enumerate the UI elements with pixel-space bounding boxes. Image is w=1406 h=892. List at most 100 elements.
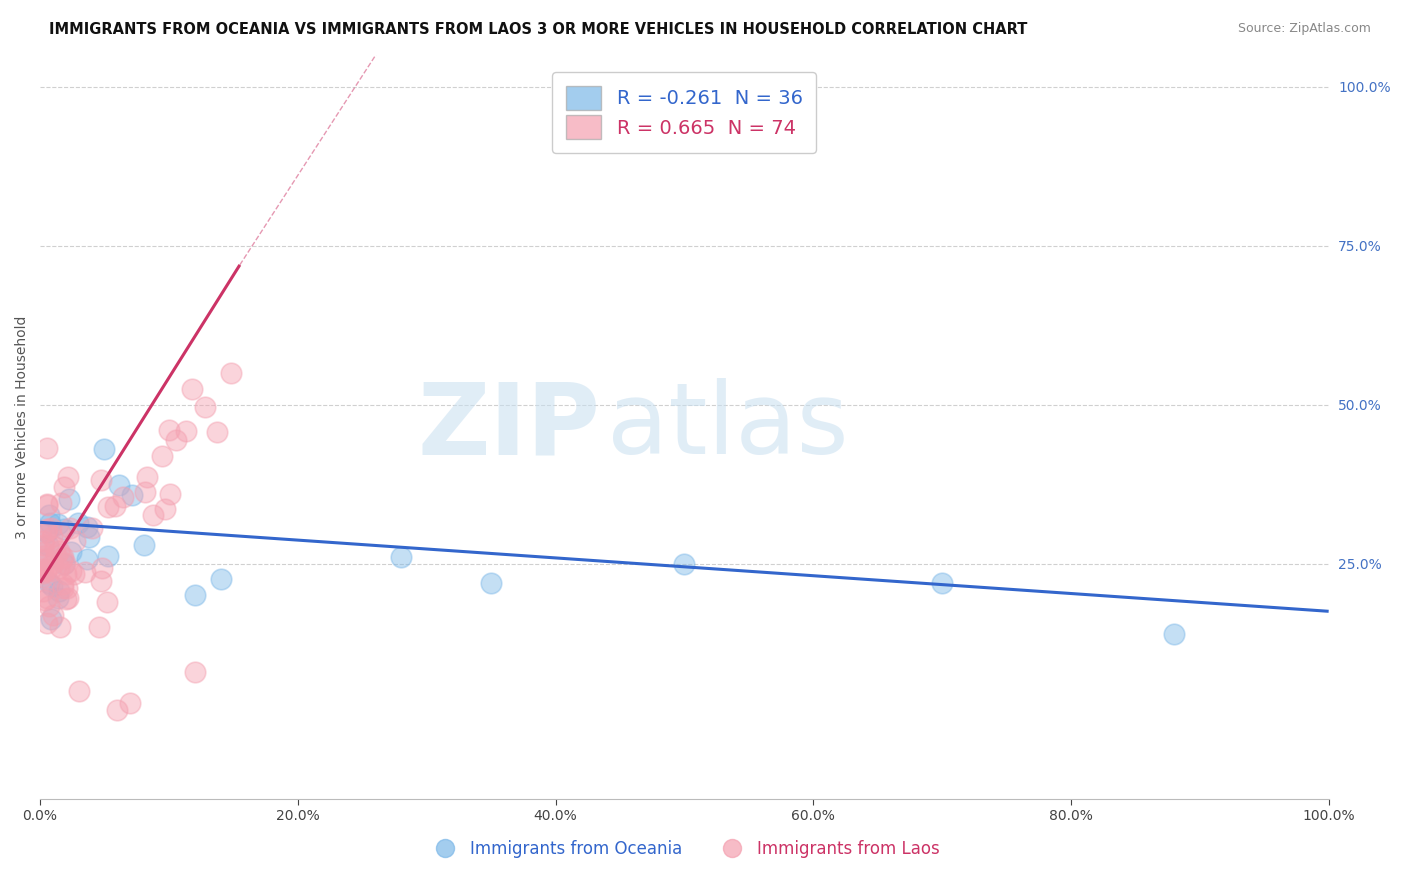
Point: [32, 538, 55, 552]
Point: [41, 530, 63, 544]
Point: [184, 588, 207, 602]
Point: [77, 530, 100, 544]
Point: [673, 557, 696, 571]
Text: atlas: atlas: [607, 378, 849, 475]
Point: [209, 572, 232, 586]
Text: IMMIGRANTS FROM OCEANIA VS IMMIGRANTS FROM LAOS 3 OR MORE VEHICLES IN HOUSEHOLD : IMMIGRANTS FROM OCEANIA VS IMMIGRANTS FR…: [49, 22, 1028, 37]
Point: [58, 591, 80, 606]
Point: [37, 538, 59, 552]
Point: [41, 579, 63, 593]
Point: [53, 480, 76, 494]
Point: [35, 524, 58, 539]
Point: [41, 557, 63, 571]
Point: [67, 683, 90, 698]
Point: [35, 563, 58, 577]
Point: [76, 520, 98, 534]
Point: [97, 500, 120, 514]
Point: [207, 425, 229, 440]
Point: [1163, 626, 1185, 640]
Point: [90, 473, 112, 487]
Point: [51, 551, 73, 566]
Point: [112, 490, 135, 504]
Point: [31, 552, 53, 566]
Point: [42, 608, 65, 623]
Point: [80, 521, 103, 535]
Point: [132, 538, 155, 552]
Legend: Immigrants from Oceania, Immigrants from Laos: Immigrants from Oceania, Immigrants from…: [422, 833, 946, 865]
Point: [45, 548, 67, 562]
Point: [63, 533, 86, 548]
Point: [46, 517, 69, 532]
Point: [35, 591, 58, 605]
Point: [120, 697, 142, 711]
Point: [184, 665, 207, 679]
Point: [142, 508, 165, 523]
Point: [90, 574, 112, 588]
Text: ZIP: ZIP: [418, 378, 600, 475]
Point: [35, 497, 58, 511]
Point: [35, 525, 58, 540]
Point: [159, 423, 181, 437]
Point: [31, 562, 53, 576]
Point: [67, 516, 90, 530]
Point: [49, 527, 72, 541]
Point: [56, 470, 79, 484]
Point: [31, 545, 53, 559]
Point: [104, 499, 127, 513]
Point: [97, 549, 120, 563]
Point: [39, 612, 62, 626]
Point: [38, 576, 60, 591]
Point: [59, 521, 82, 535]
Point: [165, 434, 187, 448]
Point: [389, 550, 412, 565]
Point: [59, 565, 82, 579]
Point: [150, 449, 173, 463]
Point: [479, 575, 502, 590]
Point: [174, 424, 197, 438]
Point: [35, 551, 58, 566]
Point: [58, 491, 80, 506]
Point: [108, 478, 131, 492]
Point: [60, 545, 83, 559]
Point: [90, 561, 112, 575]
Point: [39, 521, 62, 535]
Point: [219, 366, 242, 380]
Point: [35, 522, 58, 536]
Point: [31, 533, 53, 548]
Point: [31, 570, 53, 584]
Point: [107, 703, 129, 717]
Point: [34, 592, 56, 607]
Point: [73, 565, 96, 579]
Point: [49, 620, 72, 634]
Point: [55, 582, 77, 596]
Point: [52, 557, 75, 571]
Point: [121, 488, 143, 502]
Text: Source: ZipAtlas.com: Source: ZipAtlas.com: [1237, 22, 1371, 36]
Point: [93, 442, 115, 457]
Point: [46, 591, 69, 605]
Point: [31, 549, 53, 563]
Point: [38, 599, 60, 614]
Point: [38, 508, 60, 523]
Point: [53, 522, 76, 536]
Point: [35, 564, 58, 578]
Point: [55, 567, 77, 582]
Point: [48, 544, 70, 558]
Point: [48, 583, 70, 598]
Point: [55, 592, 77, 607]
Point: [35, 498, 58, 512]
Point: [135, 470, 157, 484]
Point: [52, 550, 75, 565]
Point: [44, 540, 66, 554]
Point: [39, 516, 62, 530]
Point: [31, 583, 53, 598]
Point: [35, 441, 58, 455]
Point: [194, 401, 217, 415]
Point: [931, 575, 953, 590]
Point: [76, 551, 98, 566]
Point: [155, 501, 177, 516]
Y-axis label: 3 or more Vehicles in Household: 3 or more Vehicles in Household: [15, 315, 30, 539]
Point: [52, 576, 75, 591]
Point: [39, 564, 62, 578]
Point: [52, 581, 75, 595]
